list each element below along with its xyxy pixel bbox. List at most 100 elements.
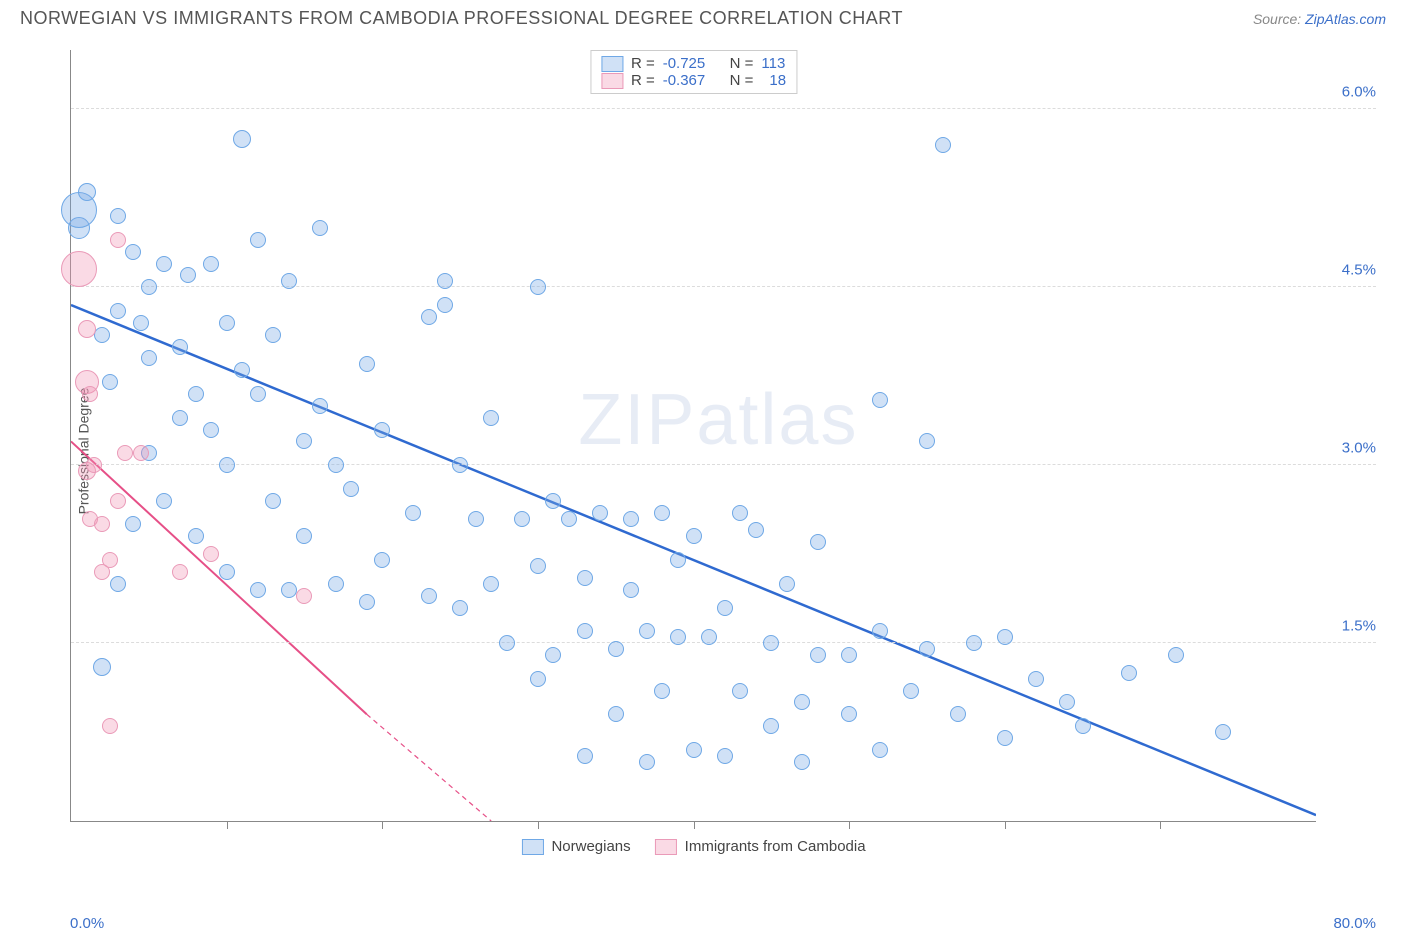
- data-point: [61, 251, 97, 287]
- data-point: [919, 433, 935, 449]
- data-point: [561, 511, 577, 527]
- data-point: [296, 588, 312, 604]
- data-point: [125, 244, 141, 260]
- data-point: [250, 232, 266, 248]
- data-point: [545, 647, 561, 663]
- data-point: [608, 706, 624, 722]
- data-point: [530, 558, 546, 574]
- data-point: [172, 410, 188, 426]
- x-tick: [382, 821, 383, 829]
- data-point: [732, 505, 748, 521]
- data-point: [468, 511, 484, 527]
- data-point: [623, 511, 639, 527]
- data-point: [94, 516, 110, 532]
- data-point: [514, 511, 530, 527]
- data-point: [919, 641, 935, 657]
- watermark: ZIPatlas: [578, 379, 858, 461]
- data-point: [110, 232, 126, 248]
- legend-label: Immigrants from Cambodia: [685, 838, 866, 855]
- data-point: [841, 647, 857, 663]
- data-point: [180, 267, 196, 283]
- data-point: [219, 457, 235, 473]
- data-point: [78, 320, 96, 338]
- data-point: [841, 706, 857, 722]
- data-point: [203, 546, 219, 562]
- data-point: [577, 570, 593, 586]
- data-point: [265, 493, 281, 509]
- data-point: [654, 505, 670, 521]
- data-point: [935, 137, 951, 153]
- data-point: [577, 748, 593, 764]
- data-point: [545, 493, 561, 509]
- data-point: [794, 694, 810, 710]
- data-point: [670, 629, 686, 645]
- chart-area: Professional Degree ZIPatlas R = -0.725 …: [20, 40, 1386, 862]
- x-tick: [538, 821, 539, 829]
- data-point: [437, 273, 453, 289]
- data-point: [670, 552, 686, 568]
- trend-lines: [71, 50, 1316, 821]
- data-point: [872, 742, 888, 758]
- data-point: [748, 522, 764, 538]
- data-point: [499, 635, 515, 651]
- data-point: [437, 297, 453, 313]
- data-point: [608, 641, 624, 657]
- data-point: [281, 582, 297, 598]
- data-point: [421, 309, 437, 325]
- legend-row: R = -0.725 N = 113: [601, 55, 786, 72]
- y-tick-label: 4.5%: [1342, 262, 1376, 279]
- data-point: [654, 683, 670, 699]
- data-point: [141, 279, 157, 295]
- header: NORWEGIAN VS IMMIGRANTS FROM CAMBODIA PR…: [0, 0, 1406, 33]
- data-point: [639, 623, 655, 639]
- data-point: [1215, 724, 1231, 740]
- data-point: [110, 208, 126, 224]
- x-tick: [849, 821, 850, 829]
- data-point: [452, 600, 468, 616]
- data-point: [86, 457, 102, 473]
- data-point: [102, 718, 118, 734]
- source-link[interactable]: ZipAtlas.com: [1305, 11, 1386, 27]
- data-point: [133, 445, 149, 461]
- data-point: [577, 623, 593, 639]
- data-point: [1059, 694, 1075, 710]
- data-point: [110, 303, 126, 319]
- data-point: [110, 576, 126, 592]
- data-point: [296, 528, 312, 544]
- legend-item: Immigrants from Cambodia: [655, 838, 866, 855]
- data-point: [452, 457, 468, 473]
- legend-series: Norwegians Immigrants from Cambodia: [521, 838, 865, 855]
- data-point: [343, 481, 359, 497]
- data-point: [810, 647, 826, 663]
- data-point: [359, 594, 375, 610]
- data-point: [421, 588, 437, 604]
- data-point: [530, 671, 546, 687]
- data-point: [592, 505, 608, 521]
- data-point: [763, 635, 779, 651]
- data-point: [312, 398, 328, 414]
- data-point: [359, 356, 375, 372]
- data-point: [872, 623, 888, 639]
- data-point: [234, 362, 250, 378]
- legend-swatch: [601, 73, 623, 89]
- data-point: [188, 528, 204, 544]
- gridline: [71, 286, 1376, 287]
- y-tick-label: 1.5%: [1342, 618, 1376, 635]
- data-point: [93, 658, 111, 676]
- chart-title: NORWEGIAN VS IMMIGRANTS FROM CAMBODIA PR…: [20, 8, 903, 29]
- data-point: [312, 220, 328, 236]
- gridline: [71, 464, 1376, 465]
- data-point: [250, 386, 266, 402]
- data-point: [78, 183, 96, 201]
- data-point: [686, 742, 702, 758]
- data-point: [203, 256, 219, 272]
- y-tick-label: 3.0%: [1342, 440, 1376, 457]
- data-point: [763, 718, 779, 734]
- data-point: [903, 683, 919, 699]
- data-point: [374, 552, 390, 568]
- data-point: [966, 635, 982, 651]
- data-point: [219, 564, 235, 580]
- data-point: [328, 576, 344, 592]
- x-tick: [1160, 821, 1161, 829]
- data-point: [125, 516, 141, 532]
